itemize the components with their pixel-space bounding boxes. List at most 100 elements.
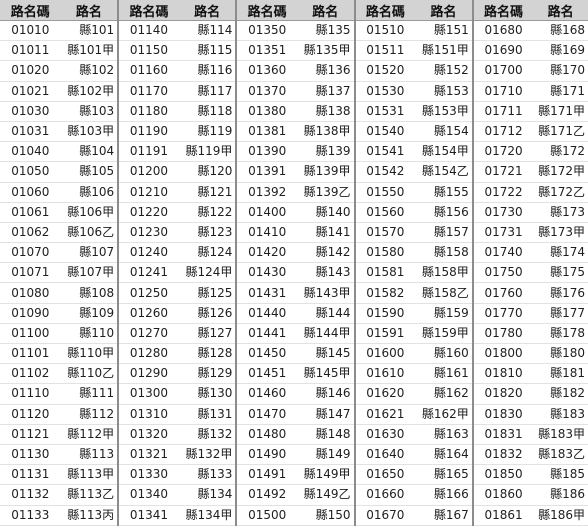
road-code-cell: 01060: [0, 182, 61, 203]
road-name-cell: 縣135: [296, 20, 355, 42]
road-name-cell: 縣154: [415, 121, 473, 143]
road-name-cell: 縣106乙: [60, 222, 119, 244]
table-row: 01132 縣113乙 01340 縣134 01492 縣149乙 01660 縣166 01…: [0, 484, 588, 506]
road-name-cell: 縣177: [533, 303, 588, 324]
road-code-cell: 01820: [471, 383, 534, 405]
road-code-cell: 01581: [353, 262, 416, 284]
road-code-cell: 01130: [0, 444, 61, 466]
table-row: 01071 縣107甲 01241 縣124甲 01430 縣143 01581 縣158甲 0…: [0, 262, 588, 284]
column-header-road-name: 路名: [178, 0, 237, 21]
road-name-cell: 縣147: [296, 404, 355, 425]
road-code-cell: 01330: [117, 464, 179, 486]
road-code-cell: 01140: [117, 20, 179, 42]
table-body: 01010 縣101 01140 縣114 01350 縣135 01510 縣151 0168…: [0, 20, 588, 526]
road-code-cell: 01020: [0, 60, 61, 82]
road-code-cell: 01351: [235, 40, 297, 62]
road-name-cell: 縣162: [415, 383, 473, 405]
road-name-cell: 縣131: [178, 404, 237, 425]
road-code-cell: 01132: [0, 484, 61, 506]
road-code-cell: 01511: [353, 40, 416, 62]
road-code-cell: 01160: [117, 60, 179, 82]
table-row: 01110 縣111 01300 縣130 01460 縣146 01620 縣162 0182…: [0, 383, 588, 405]
road-name-cell: 縣136: [296, 60, 355, 82]
road-name-cell: 縣153: [415, 81, 473, 102]
road-name-cell: 縣183甲: [533, 424, 588, 445]
road-code-cell: 01392: [235, 182, 297, 203]
road-name-cell: 縣172乙: [533, 182, 588, 203]
road-code-cell: 01110: [0, 383, 61, 405]
road-code-cell: 01050: [0, 161, 61, 183]
road-name-cell: 縣124甲: [178, 262, 237, 284]
column-header-road-code: 路名碼: [235, 0, 297, 21]
road-code-cell: 01190: [117, 121, 179, 143]
road-code-cell: 01680: [471, 20, 534, 42]
road-code-cell: 01810: [471, 363, 534, 385]
road-name-cell: 縣183: [533, 404, 588, 425]
road-code-cell: 01270: [117, 323, 179, 345]
road-code-cell: 01830: [471, 404, 534, 425]
road-code-cell: 01491: [235, 464, 297, 486]
road-code-cell: 01280: [117, 343, 179, 365]
road-name-cell: 縣159甲: [415, 323, 473, 345]
road-name-cell: 縣135甲: [296, 40, 355, 62]
road-name-cell: 縣161: [415, 363, 473, 385]
road-code-cell: 01460: [235, 383, 297, 405]
road-code-cell: 01440: [235, 303, 297, 324]
road-code-cell: 01740: [471, 242, 534, 264]
road-name-cell: 縣157: [415, 222, 473, 244]
road-name-cell: 縣105: [60, 161, 119, 183]
road-name-cell: 縣174: [533, 242, 588, 264]
table-row: 01020 縣102 01160 縣116 01360 縣136 01520 縣152 0170…: [0, 60, 588, 82]
table-header-row: 路名碼 路名 路名碼 路名 路名碼 路名 路名碼 路名 路名碼 路名: [0, 0, 588, 21]
road-code-cell: 01451: [235, 363, 297, 385]
road-name-cell: 縣133: [178, 464, 237, 486]
road-name-cell: 縣127: [178, 323, 237, 345]
road-code-cell: 01570: [353, 222, 416, 244]
road-code-cell: 01620: [353, 383, 416, 405]
road-name-cell: 縣148: [296, 424, 355, 445]
road-name-cell: 縣141: [296, 222, 355, 244]
table-row: 01040 縣104 01191 縣119甲 01390 縣139 01541 縣154甲 01…: [0, 141, 588, 163]
road-code-cell: 01030: [0, 101, 61, 122]
road-name-cell: 縣186甲: [533, 505, 588, 526]
road-code-cell: 01250: [117, 282, 179, 304]
road-name-cell: 縣138: [296, 101, 355, 122]
table-row: 01050 縣105 01200 縣120 01391 縣139甲 01542 縣154乙 01…: [0, 161, 588, 183]
column-header-road-code: 路名碼: [353, 0, 416, 21]
road-name-cell: 縣180: [533, 343, 588, 365]
road-code-cell: 01321: [117, 444, 179, 466]
road-code-cell: 01200: [117, 161, 179, 183]
road-name-cell: 縣159: [415, 303, 473, 324]
road-name-cell: 縣149: [296, 444, 355, 466]
road-name-cell: 縣151甲: [415, 40, 473, 62]
table-row: 01121 縣112甲 01320 縣132 01480 縣148 01630 縣163 018…: [0, 424, 588, 445]
table-row: 01030 縣103 01180 縣118 01380 縣138 01531 縣153甲 017…: [0, 101, 588, 122]
road-code-cell: 01750: [471, 262, 534, 284]
road-name-cell: 縣114: [178, 20, 237, 42]
road-code-cell: 01021: [0, 81, 61, 102]
road-name-cell: 縣140: [296, 202, 355, 223]
road-code-cell: 01191: [117, 141, 179, 163]
table-row: 01021 縣102甲 01170 縣117 01370 縣137 01530 縣153 017…: [0, 81, 588, 102]
column-header-road-name: 路名: [60, 0, 119, 21]
road-name-cell: 縣132: [178, 424, 237, 445]
road-name-cell: 縣106: [60, 182, 119, 203]
road-code-cell: 01530: [353, 81, 416, 102]
road-name-cell: 縣107甲: [60, 262, 119, 284]
table-row: 01070 縣107 01240 縣124 01420 縣142 01580 縣158 0174…: [0, 242, 588, 264]
road-code-cell: 01431: [235, 282, 297, 304]
road-name-cell: 縣160: [415, 343, 473, 365]
road-code-cell: 01492: [235, 484, 297, 506]
column-header-road-code: 路名碼: [0, 0, 61, 21]
road-code-cell: 01531: [353, 101, 416, 122]
road-code-cell: 01500: [235, 505, 297, 526]
road-name-cell: 縣130: [178, 383, 237, 405]
table-row: 01060 縣106 01210 縣121 01392 縣139乙 01550 縣155 017…: [0, 182, 588, 203]
road-name-cell: 縣121: [178, 182, 237, 203]
column-header-road-name: 路名: [296, 0, 355, 21]
road-name-cell: 縣112: [60, 404, 119, 425]
road-name-cell: 縣155: [415, 182, 473, 203]
road-code-cell: 01590: [353, 303, 416, 324]
road-name-cell: 縣145: [296, 343, 355, 365]
